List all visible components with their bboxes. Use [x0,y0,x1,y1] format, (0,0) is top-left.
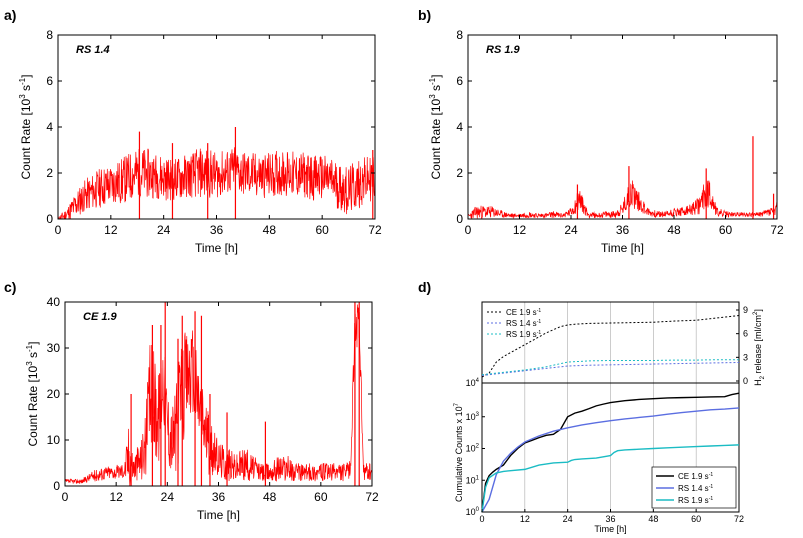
series-trace [467,180,778,219]
y-axis-label: Count Rate [103 s-1] [428,75,443,180]
sample-tag: RS 1.4 [76,44,110,56]
x-tick-label: 48 [263,223,277,237]
y-tick-label: 8 [46,28,53,42]
y-tick-label: 0 [46,212,53,226]
legend-label-top: RS 1.4 s-1 [506,319,541,328]
panel-label-d: d) [418,279,431,295]
y-tick-label: 2 [46,166,53,180]
legend-label-bottom: RS 1.9 s-1 [678,496,713,505]
bottom-series-line [481,407,740,513]
x-tick-label: 24 [564,223,578,237]
y-tick-label: 102 [466,444,480,454]
y-tick-label: 100 [466,507,480,517]
y-tick-label: 0 [456,212,463,226]
y-tick-label: 20 [47,387,61,401]
x-tick-label: 60 [314,490,328,504]
y2-tick-label: 9 [743,305,748,315]
x-tick-label: 72 [734,514,744,524]
x-tick-label: 48 [263,490,277,504]
x-tick-label: 60 [719,223,733,237]
panel-label-b: b) [418,7,431,23]
panel-label-a: a) [4,7,16,23]
series-trace [64,304,373,487]
legend-label-top: RS 1.9 s-1 [506,330,541,339]
y-axis-label: Count Rate [103 s-1] [18,75,33,180]
y2-axis-label: H2 release [ml/cm2] [753,309,766,386]
legend-label-top: CE 1.9 s-1 [506,308,541,317]
y-axis-label: Count Rate [103 s-1] [25,342,40,447]
x-tick-label: 72 [770,223,784,237]
y-tick-label: 4 [46,120,53,134]
x-tick-label: 0 [479,514,484,524]
plot-frame [57,34,376,220]
x-axis-label: Time [h] [601,241,644,255]
x-tick-label: 36 [210,223,224,237]
panel-label-c: c) [4,279,16,295]
x-tick-label: 72 [368,223,382,237]
x-tick-label: 12 [104,223,118,237]
x-tick-label: 0 [55,223,62,237]
y-tick-label: 8 [456,28,463,42]
x-tick-label: 24 [157,223,171,237]
y2-tick-label: 3 [743,352,748,362]
x-tick-label: 12 [513,223,527,237]
x-tick-label: 36 [605,514,615,524]
chart-c: 0 12 24 36 48 60 72 0 10 20 30 40 Time [h] Count Rate… [25,295,379,522]
legend-label-bottom: CE 1.9 s-1 [678,472,713,481]
x-axis-label: Time [h] [594,524,626,534]
x-tick-label: 12 [520,514,530,524]
series-trace [57,147,376,220]
y-tick-label: 103 [466,412,480,422]
x-tick-label: 24 [161,490,175,504]
x-tick-label: 48 [667,223,681,237]
y-axis-label: Cumulative Counts x 107 [454,402,464,502]
sample-tag: RS 1.9 [486,44,521,56]
y-tick-label: 2 [456,166,463,180]
y2-tick-label: 6 [743,329,748,339]
bottom-series-line [481,392,740,513]
bottom-series-line [481,444,740,513]
y-tick-label: 30 [47,341,61,355]
x-tick-label: 48 [648,514,658,524]
plot-frame [467,34,778,220]
x-tick-label: 12 [109,490,123,504]
x-tick-label: 60 [315,223,329,237]
x-tick-label: 0 [465,223,472,237]
y-tick-label: 10 [47,433,61,447]
y-tick-label: 6 [46,74,53,88]
x-tick-label: 24 [563,514,573,524]
y-tick-label: 40 [47,295,61,309]
y-tick-label-top: 104 [466,378,480,388]
x-tick-label: 36 [212,490,226,504]
y-tick-label: 6 [456,74,463,88]
y2-tick-label: 0 [743,376,748,386]
x-tick-label: 72 [365,490,379,504]
y-tick-label: 4 [456,120,463,134]
legend-label-bottom: RS 1.4 s-1 [678,484,713,493]
x-axis-label: Time [h] [197,508,240,522]
sample-tag: CE 1.9 [83,311,118,323]
x-tick-label: 36 [616,223,630,237]
x-axis-label: Time [h] [195,241,238,255]
y-tick-label: 0 [53,479,60,493]
x-tick-label: 0 [62,490,69,504]
y-tick-label: 101 [466,475,480,485]
x-tick-label: 60 [691,514,701,524]
